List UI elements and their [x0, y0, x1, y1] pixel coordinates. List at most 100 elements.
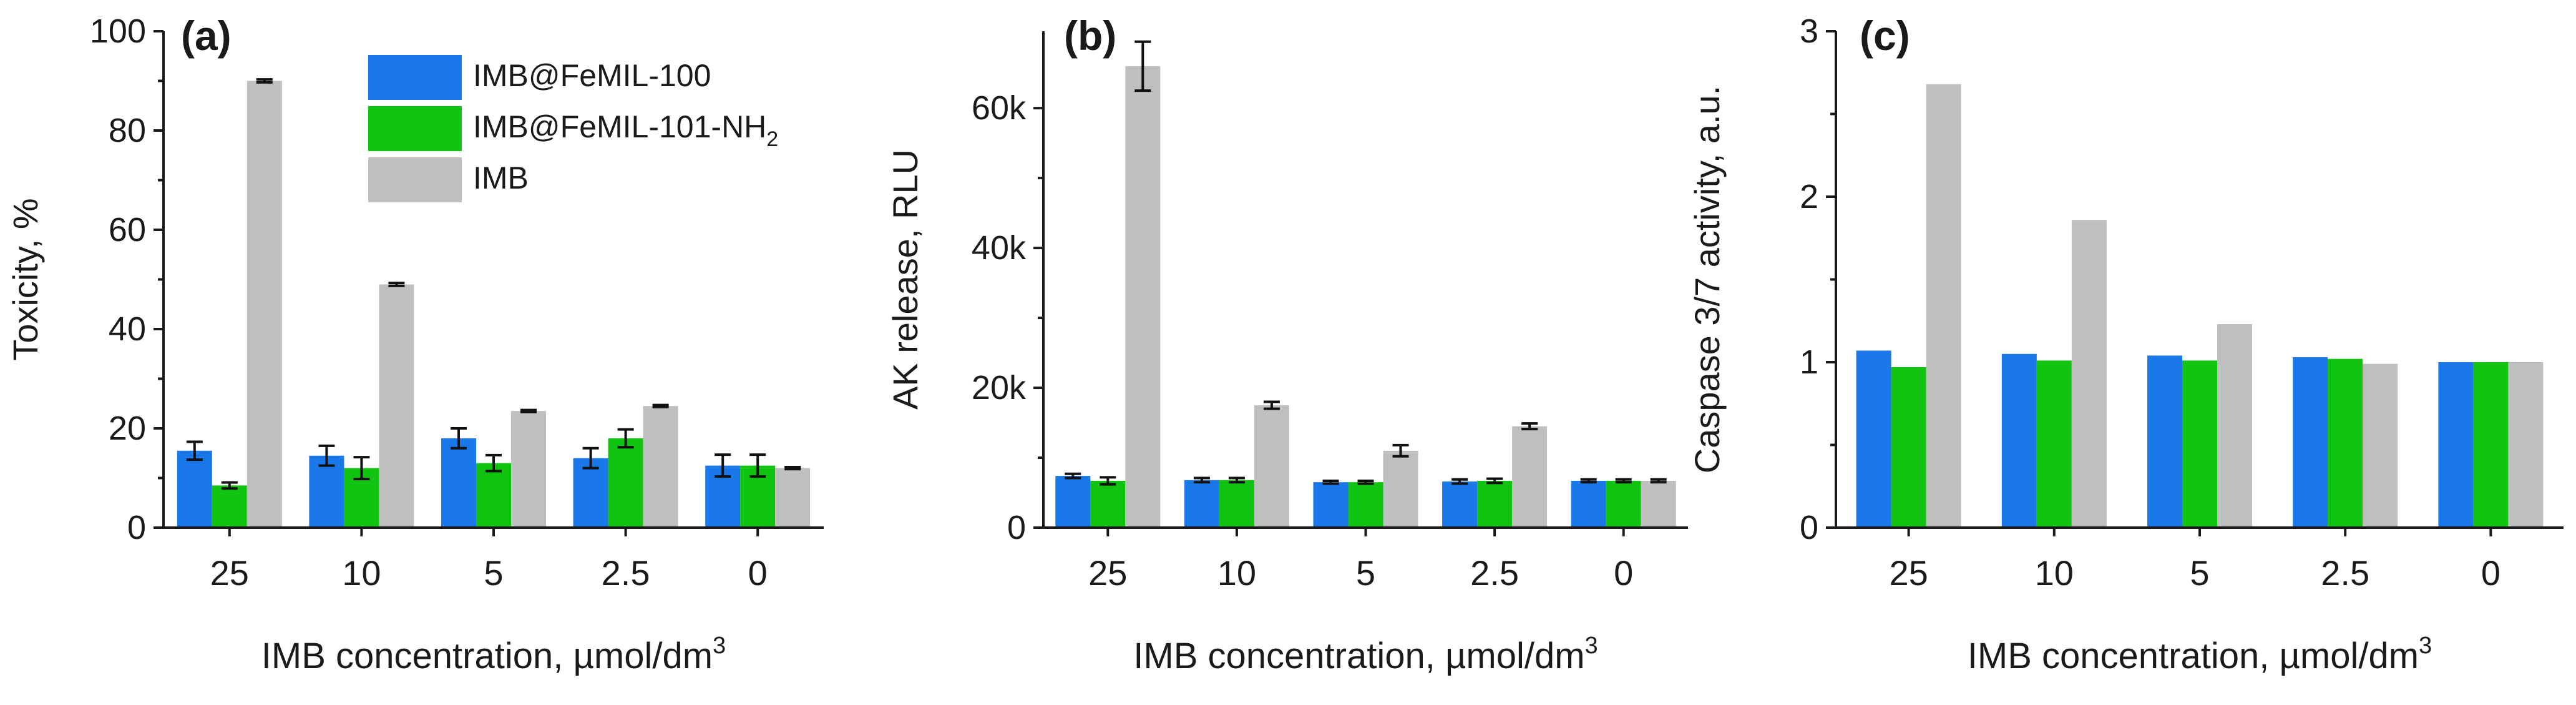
y-tick-label: 80: [109, 112, 146, 149]
x-axis-title-text: IMB concentration, µmol/dm: [1968, 636, 2419, 676]
x-tick-label: 25: [1088, 553, 1127, 593]
bar-2.5-series3: [1512, 426, 1548, 528]
bar-5-series3: [2217, 324, 2252, 528]
y-tick-label: 20k: [972, 369, 1027, 407]
x-tick-label: 25: [210, 553, 249, 593]
legend-label-text: IMB@FeMIL-100: [473, 58, 711, 93]
panel-label: (c): [1860, 12, 1910, 59]
bar-25-series1: [1856, 350, 1891, 528]
bar-5-series2: [476, 463, 511, 528]
y-axis-title: Toxicity, %: [6, 198, 45, 360]
bar-2.5-series3: [643, 406, 678, 528]
bar-25-series1: [1055, 476, 1091, 528]
y-tick-label: 40k: [972, 229, 1027, 267]
y-tick-label: 1: [1800, 343, 1818, 381]
chart-panel-1: 0 20 40 60 80 100 25 10 5 2.5 0 Toxicity, % IMB conc…: [6, 12, 824, 676]
bar-2.5-series2: [608, 438, 643, 528]
y-tick-label: 100: [90, 12, 146, 50]
y-tick-label: 40: [109, 310, 146, 348]
bar-10-series3: [379, 284, 414, 528]
bar-10-series1: [309, 455, 344, 528]
bar-5-series3: [1383, 450, 1418, 528]
y-axis-title: AK release, RLU: [886, 149, 925, 410]
bar-2.5-series3: [2363, 363, 2398, 528]
bar-25-series3: [246, 81, 282, 528]
x-tick-label: 5: [2190, 553, 2209, 593]
bar-0-series1: [1571, 480, 1606, 528]
legend: IMB@FeMIL-100 IMB@FeMIL-101-NH2 IMB: [368, 55, 778, 202]
bar-0-series3: [1641, 480, 1676, 528]
bar-5-series1: [1313, 482, 1349, 528]
bar-10-series3: [2071, 220, 2107, 528]
bar-25-series3: [1125, 66, 1161, 528]
x-tick-label: 2.5: [2321, 553, 2369, 593]
y-axis-title: Caspase 3/7 activity, a.u.: [1687, 86, 1727, 474]
x-axis-title-text: IMB concentration, µmol/dm: [1133, 636, 1584, 676]
y-tick-label: 3: [1800, 12, 1818, 50]
x-axis-title: IMB concentration, µmol/dm3: [1133, 633, 1598, 676]
bar-25-series2: [1090, 480, 1126, 528]
x-tick-label: 25: [1889, 553, 1928, 593]
x-axis-title-superscript: 3: [713, 633, 726, 659]
bar-10-series2: [1219, 480, 1254, 528]
legend-label-3: IMB: [473, 160, 529, 195]
bar-25-series1: [177, 450, 212, 528]
y-tick-label: 0: [1007, 509, 1026, 546]
y-tick-label: 0: [127, 509, 146, 546]
y-tick-label: 2: [1800, 178, 1818, 215]
x-tick-label: 10: [1217, 553, 1256, 593]
x-tick-label: 2.5: [602, 553, 650, 593]
bar-10-series2: [2036, 360, 2072, 528]
y-tick-label: 0: [1800, 509, 1818, 546]
legend-label-text: IMB@FeMIL-101-NH: [473, 109, 766, 144]
bar-5-series2: [1348, 482, 1383, 528]
x-tick-label: 10: [2035, 553, 2074, 593]
legend-label-subscript: 2: [766, 127, 778, 151]
x-axis-title: IMB concentration, µmol/dm3: [261, 633, 726, 676]
legend-label-text: IMB: [473, 160, 529, 195]
x-axis-title-superscript: 3: [2419, 633, 2432, 659]
legend-label-1: IMB@FeMIL-100: [473, 58, 711, 93]
bar-2.5-series2: [2328, 358, 2363, 528]
bar-2.5-series2: [1477, 480, 1513, 528]
x-tick-label: 5: [484, 553, 503, 593]
bar-5-series2: [2182, 360, 2217, 528]
chart-panel-2: 0 20k 40k 60k 25 10 5 2.5 0 AK release, RLU IMB co…: [886, 12, 1688, 676]
x-tick-label: 0: [1614, 553, 1633, 593]
x-tick-label: 5: [1356, 553, 1375, 593]
y-tick-label: 20: [109, 410, 146, 447]
y-tick-label: 60k: [972, 89, 1027, 127]
bar-0-series3: [2508, 362, 2544, 528]
bar-5-series1: [441, 438, 476, 528]
x-tick-label: 2.5: [1470, 553, 1519, 593]
bar-10-series1: [1184, 480, 1219, 528]
x-axis-title-text: IMB concentration, µmol/dm: [261, 636, 713, 676]
bar-2.5-series1: [2293, 357, 2328, 528]
bar-5-series1: [2147, 355, 2182, 528]
panel-label: (a): [181, 12, 232, 59]
y-tick-label: 60: [109, 211, 146, 249]
x-axis-title: IMB concentration, µmol/dm3: [1968, 633, 2432, 676]
bar-25-series2: [1891, 367, 1926, 528]
bar-25-series3: [1926, 84, 1961, 528]
bar-0-series3: [775, 468, 811, 528]
bar-10-series1: [2001, 353, 2037, 528]
bar-2.5-series1: [573, 458, 608, 528]
legend-swatch-1: [368, 55, 462, 100]
bar-10-series3: [1254, 405, 1289, 528]
x-tick-label: 0: [748, 553, 768, 593]
legend-swatch-2: [368, 106, 462, 151]
bar-0-series1: [2438, 362, 2474, 528]
panel-label: (b): [1064, 12, 1116, 59]
bar-2.5-series1: [1442, 481, 1478, 528]
bar-5-series3: [511, 411, 546, 528]
legend-label-2: IMB@FeMIL-101-NH2: [473, 109, 778, 151]
x-tick-label: 10: [342, 553, 381, 593]
bar-0-series2: [2473, 362, 2509, 528]
chart-panel-3: 0 1 2 3 25 10 5 2.5 0 Caspase 3/7 activity, a.u. I…: [1687, 12, 2564, 676]
x-axis-title-superscript: 3: [1585, 633, 1598, 659]
bar-25-series2: [212, 485, 247, 528]
x-tick-label: 0: [2481, 553, 2500, 593]
